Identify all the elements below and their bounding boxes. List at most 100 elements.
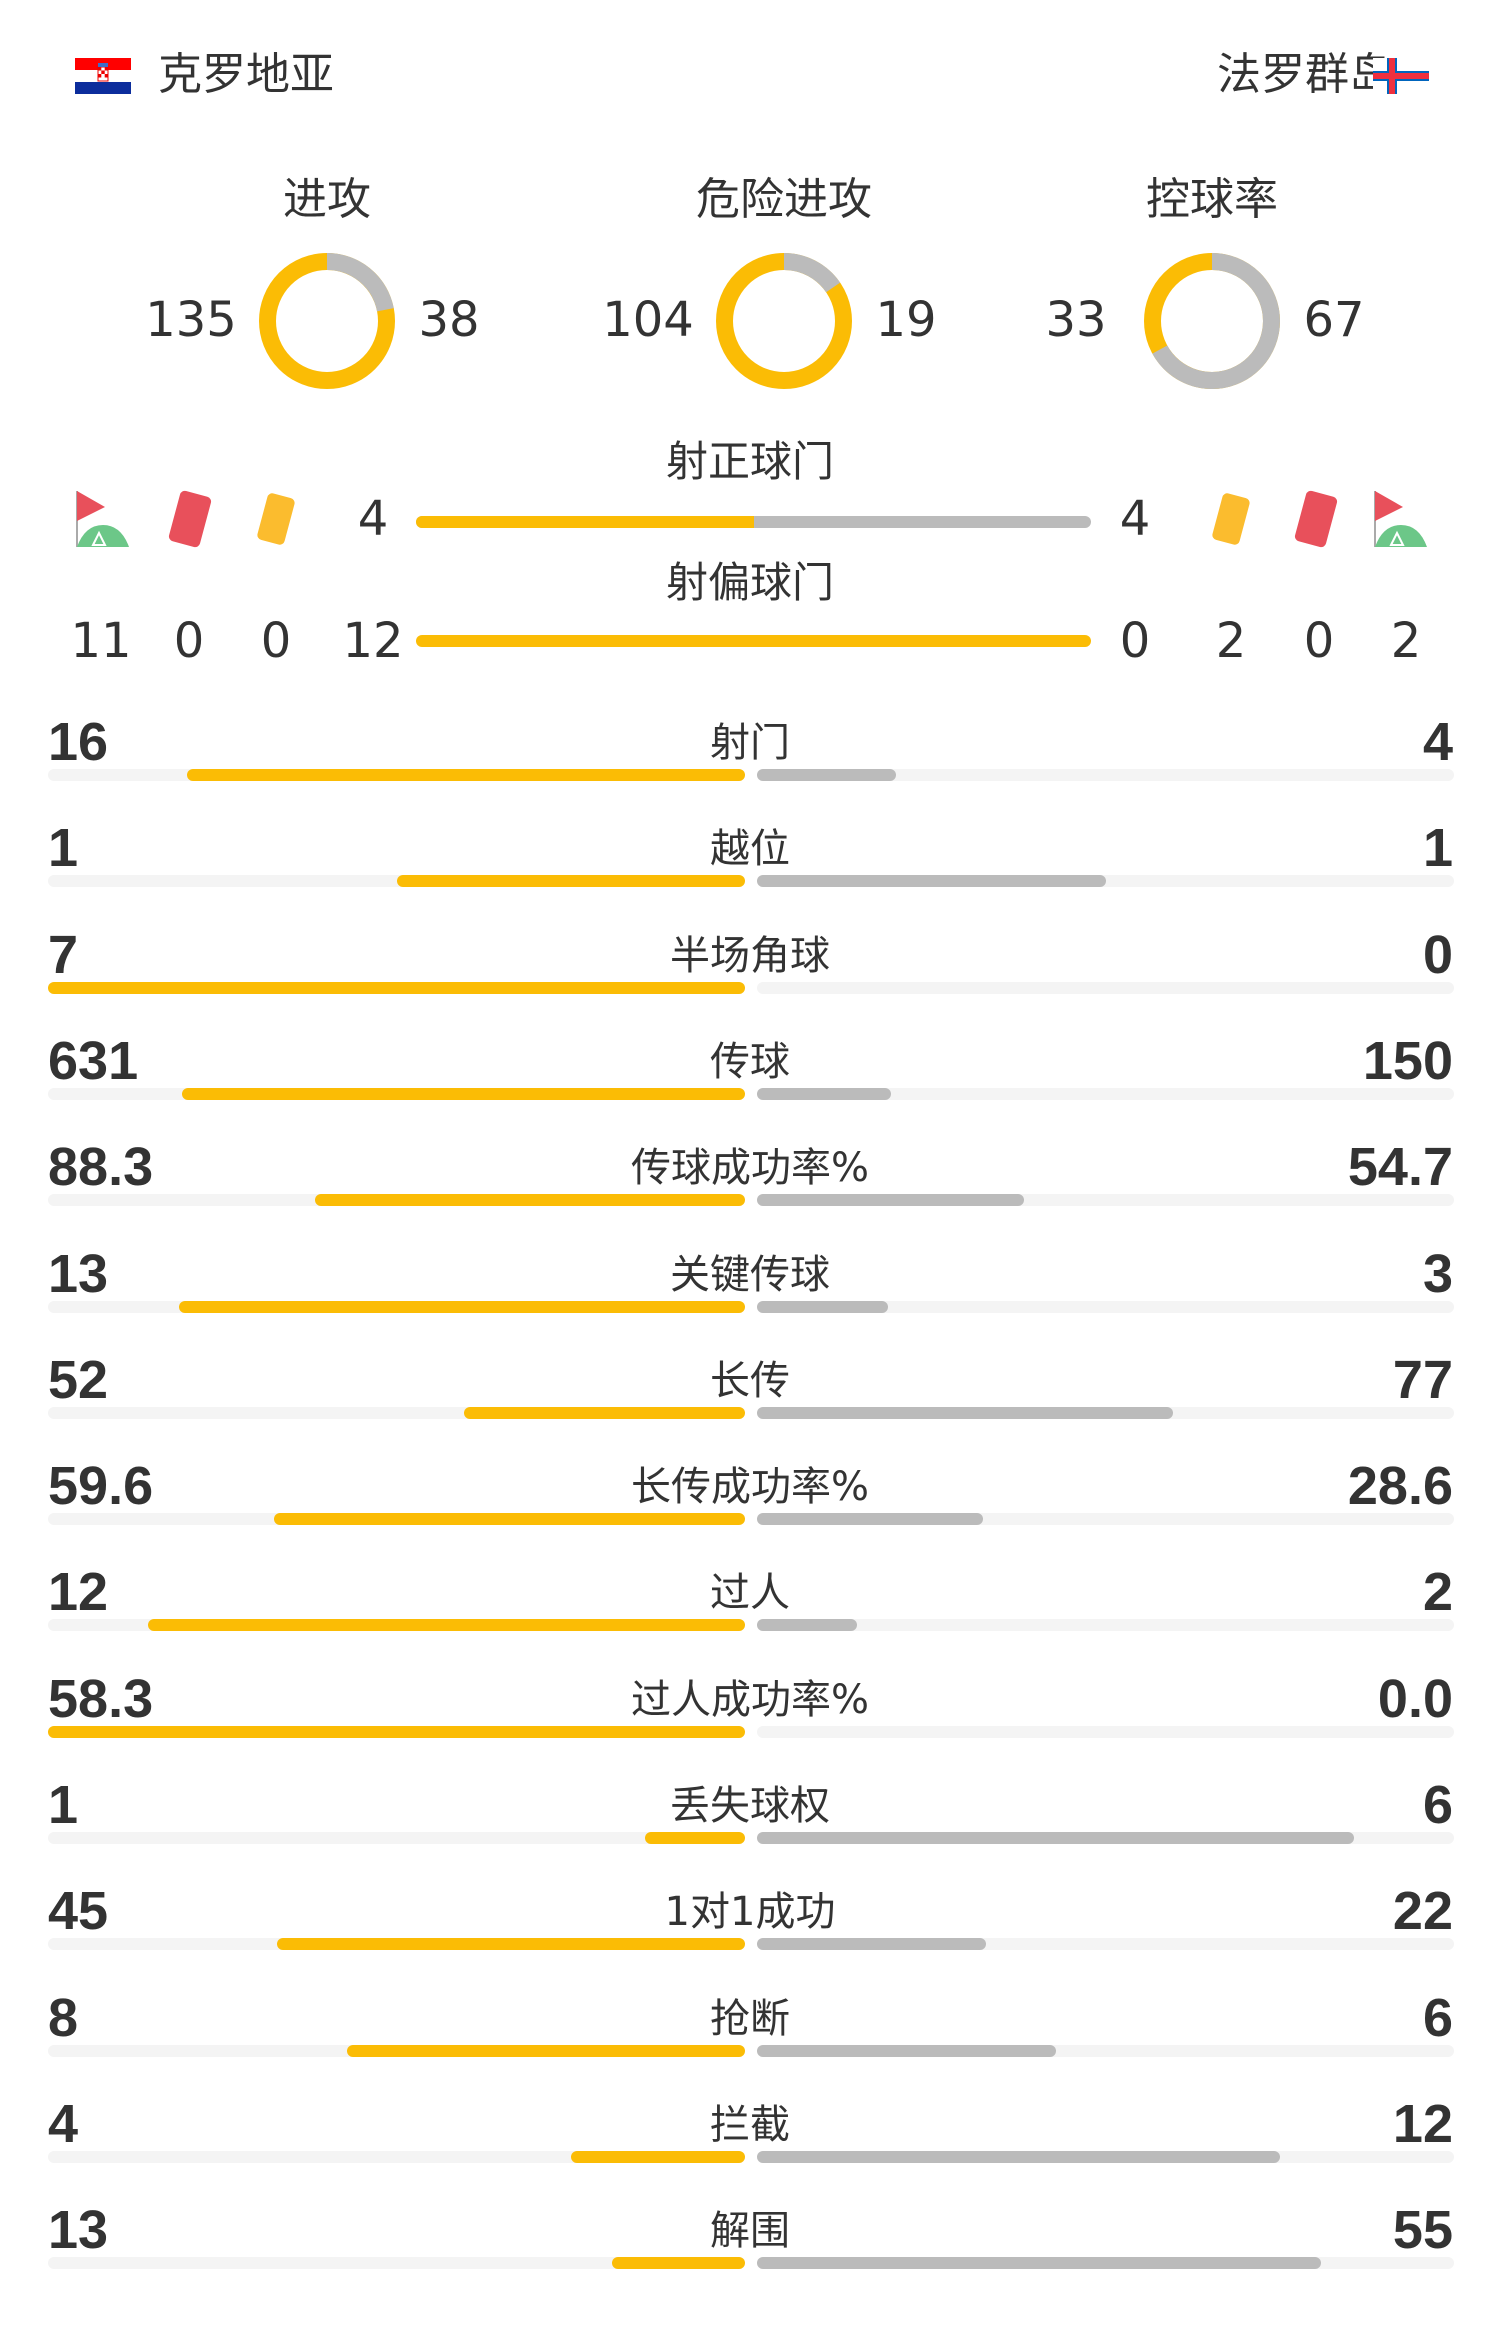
stat-away-value: 1 bbox=[1422, 818, 1453, 879]
on-target-bar bbox=[416, 516, 1091, 528]
stat-row: 12 过人 2 bbox=[0, 1562, 1500, 1668]
stat-label: 长传 bbox=[710, 1357, 790, 1404]
stat-home-bar bbox=[48, 1300, 745, 1313]
stat-away-bar-fill bbox=[757, 1513, 983, 1526]
stat-row: 13 关键传球 3 bbox=[0, 1244, 1500, 1350]
stat-home-value: 1 bbox=[48, 818, 79, 879]
stat-away-value: 54.7 bbox=[1347, 1137, 1453, 1198]
stat-away-bar bbox=[757, 2150, 1454, 2163]
corner-flag-icon bbox=[76, 491, 129, 547]
stat-away-value: 77 bbox=[1392, 1349, 1453, 1410]
stat-row: 88.3 传球成功率% 54.7 bbox=[0, 1137, 1500, 1243]
stat-away-bar bbox=[757, 1513, 1454, 1526]
stat-home-bar bbox=[48, 981, 745, 994]
stat-home-value: 7 bbox=[48, 924, 79, 985]
stat-home-bar-fill bbox=[464, 1406, 745, 1419]
stat-home-bar-fill bbox=[187, 769, 745, 781]
stat-home-bar bbox=[48, 2044, 745, 2057]
stat-away-bar-fill bbox=[757, 2150, 1280, 2163]
stat-away-value: 3 bbox=[1422, 1243, 1453, 1304]
off-target-bar bbox=[416, 635, 1091, 647]
faroe-islands-flag-icon bbox=[1373, 58, 1429, 94]
stat-away-bar-fill bbox=[757, 769, 897, 781]
stat-away-bar bbox=[757, 2257, 1454, 2270]
stat-label: 传球 bbox=[710, 1038, 790, 1085]
stat-home-value: 58.3 bbox=[48, 1668, 154, 1729]
away-corners: 2 bbox=[1390, 613, 1422, 669]
stat-home-bar bbox=[48, 1938, 745, 1951]
stat-home-value: 1 bbox=[48, 1775, 79, 1835]
donut-away-arc bbox=[716, 253, 852, 389]
away-yellow-cards: 2 bbox=[1215, 613, 1247, 669]
donut-away-value: 67 bbox=[1303, 292, 1365, 348]
stat-away-bar-fill bbox=[757, 2257, 1321, 2270]
donut-away-arc bbox=[1144, 253, 1280, 389]
stat-row: 59.6 长传成功率% 28.6 bbox=[0, 1456, 1500, 1562]
corner-flag-icon bbox=[1374, 491, 1427, 547]
stat-home-value: 4 bbox=[48, 2093, 79, 2154]
stat-away-bar-fill bbox=[757, 1619, 857, 1632]
stat-row: 7 半场角球 0 bbox=[0, 925, 1500, 1031]
stat-home-bar bbox=[48, 1513, 745, 1526]
stat-away-bar bbox=[757, 769, 1454, 781]
donut-home-value: 135 bbox=[145, 292, 237, 348]
stat-away-value: 2 bbox=[1422, 1562, 1453, 1623]
stat-away-value: 6 bbox=[1422, 1987, 1453, 2048]
stat-away-value: 0 bbox=[1422, 924, 1453, 985]
stat-away-bar-fill bbox=[757, 1406, 1174, 1419]
off-target-label: 射偏球门 bbox=[665, 558, 835, 607]
stat-label: 拦截 bbox=[710, 2101, 790, 2148]
stat-label: 抢断 bbox=[710, 1995, 790, 2042]
stat-away-bar-fill bbox=[757, 1300, 888, 1313]
stat-home-bar-fill bbox=[396, 875, 745, 888]
home-corners: 11 bbox=[70, 613, 132, 669]
stat-away-value: 6 bbox=[1422, 1775, 1453, 1835]
stat-home-bar bbox=[48, 1406, 745, 1419]
stat-away-bar bbox=[757, 1725, 1454, 1738]
stat-home-bar bbox=[48, 1832, 745, 1844]
on-target-label: 射正球门 bbox=[665, 437, 835, 486]
stat-away-bar bbox=[757, 981, 1454, 994]
stat-away-bar bbox=[757, 1832, 1454, 1844]
stat-row: 1 丢失球权 6 bbox=[0, 1775, 1500, 1881]
donut-home-value: 33 bbox=[1045, 292, 1107, 348]
stat-label: 射门 bbox=[710, 720, 790, 766]
stat-away-bar-fill bbox=[757, 2044, 1056, 2057]
stat-label: 解围 bbox=[710, 2208, 790, 2255]
stat-row: 8 抢断 6 bbox=[0, 1988, 1500, 2094]
stat-label: 关键传球 bbox=[670, 1251, 830, 1298]
stat-row: 45 1对1成功 22 bbox=[0, 1881, 1500, 1987]
stat-away-bar-fill bbox=[757, 1194, 1024, 1207]
stat-home-value: 16 bbox=[48, 712, 109, 772]
stat-label: 传球成功率% bbox=[630, 1145, 870, 1192]
stat-home-bar-fill bbox=[181, 1087, 745, 1100]
stat-row: 58.3 过人成功率% 0.0 bbox=[0, 1669, 1500, 1775]
donut-away-value: 19 bbox=[875, 292, 937, 348]
stat-away-bar-fill bbox=[757, 1938, 986, 1951]
home-red-cards: 0 bbox=[173, 613, 205, 669]
stat-home-bar-fill bbox=[346, 2044, 745, 2057]
stat-away-value: 12 bbox=[1392, 2093, 1453, 2154]
stat-away-bar bbox=[757, 1194, 1454, 1207]
donut-title: 控球率 bbox=[1146, 174, 1278, 225]
home-team-name: 克罗地亚 bbox=[158, 49, 334, 100]
stat-home-bar-fill bbox=[48, 1725, 745, 1738]
stat-row: 4 拦截 12 bbox=[0, 2094, 1500, 2200]
stat-away-value: 0.0 bbox=[1377, 1668, 1453, 1729]
stat-away-bar-fill bbox=[757, 1087, 891, 1100]
off-target-home: 12 bbox=[342, 613, 404, 669]
stat-home-bar-fill bbox=[570, 2150, 745, 2163]
donut-chart bbox=[259, 253, 395, 389]
stat-home-bar-fill bbox=[178, 1300, 745, 1313]
stat-away-bar-fill bbox=[757, 1832, 1355, 1844]
yellow-card-icon bbox=[257, 493, 295, 545]
stat-row: 631 传球 150 bbox=[0, 1031, 1500, 1137]
stat-label: 丢失球权 bbox=[670, 1783, 830, 1829]
stat-home-bar bbox=[48, 2150, 745, 2163]
stat-home-bar-fill bbox=[611, 2257, 745, 2270]
stat-away-bar bbox=[757, 1406, 1454, 1419]
stat-home-value: 88.3 bbox=[48, 1137, 154, 1198]
stat-away-bar bbox=[757, 1300, 1454, 1313]
donut-title: 进攻 bbox=[283, 174, 371, 225]
stat-home-bar-fill bbox=[274, 1513, 745, 1526]
